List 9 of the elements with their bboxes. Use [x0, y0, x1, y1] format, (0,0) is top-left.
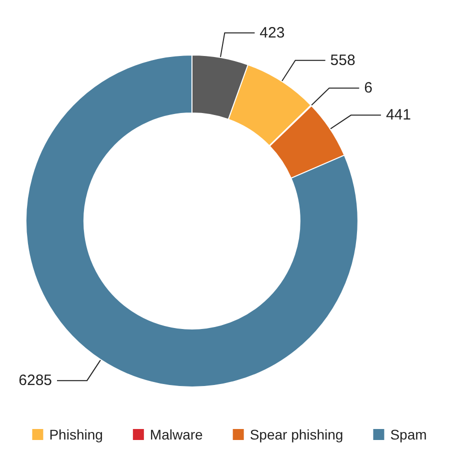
data-label: 423: [260, 24, 285, 42]
data-label: 441: [386, 106, 411, 124]
legend-label: Spear phishing: [250, 426, 344, 442]
data-label: 558: [330, 52, 356, 69]
data-label: 6: [364, 80, 373, 97]
legend-label: Phishing: [49, 426, 103, 442]
legend-label: Malware: [150, 426, 204, 442]
legend-label: Spam: [390, 426, 427, 442]
data-label: 6285: [18, 372, 52, 390]
